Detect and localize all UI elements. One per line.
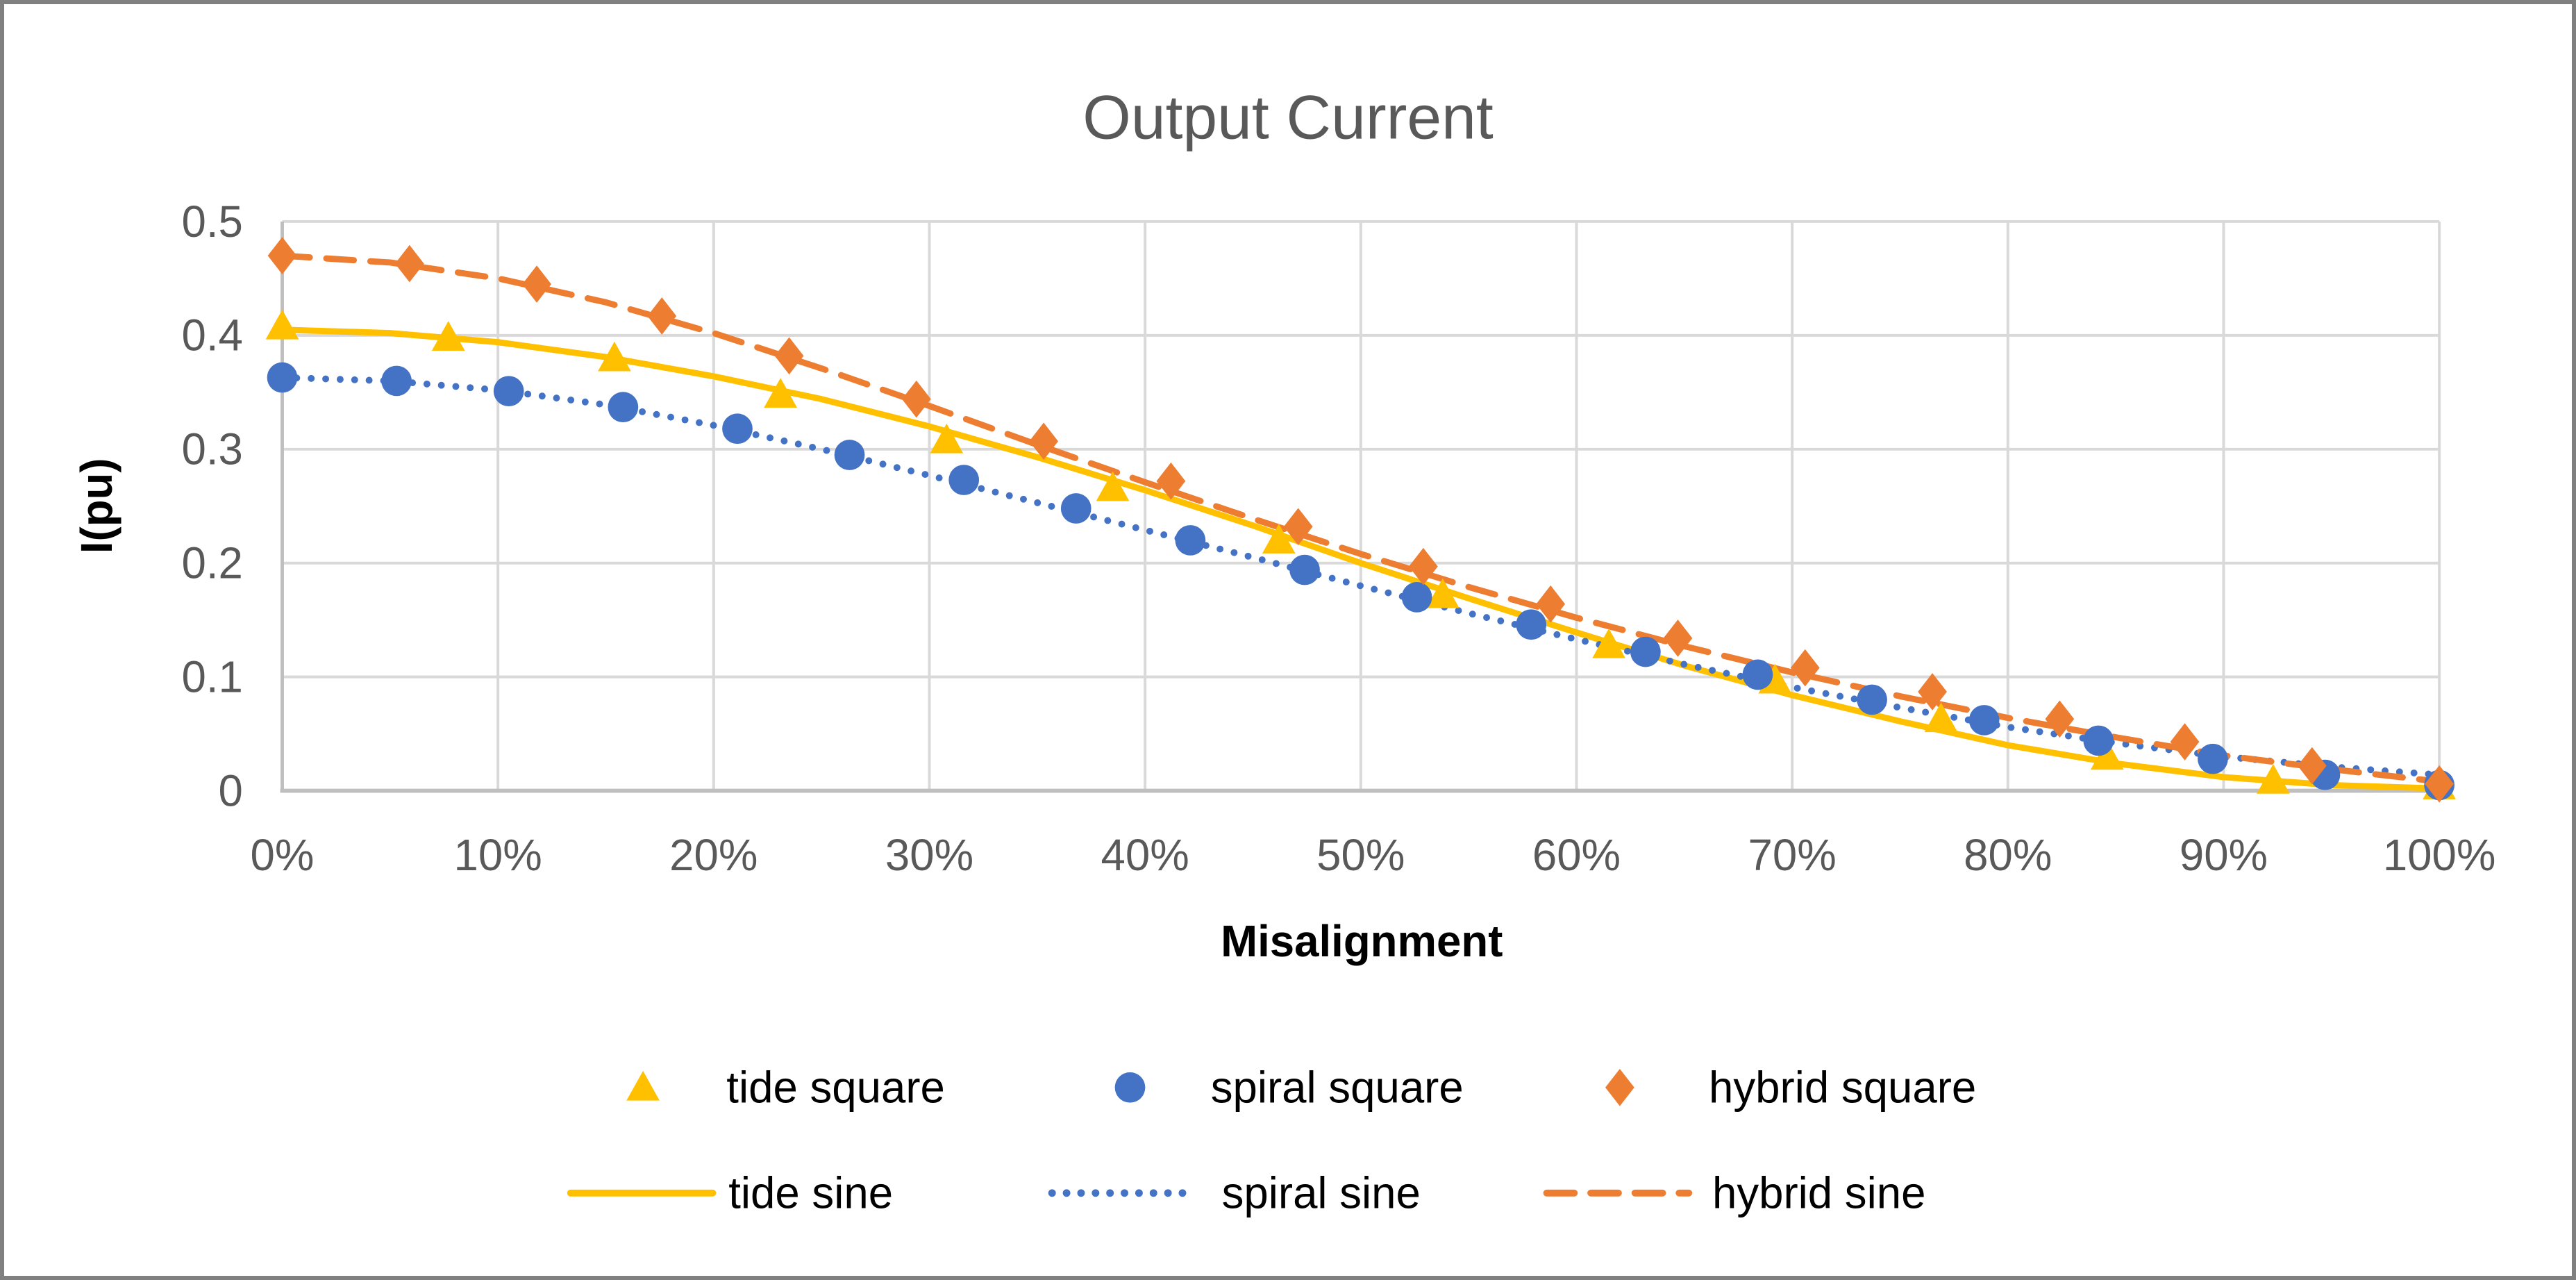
data-point-hybrid-square xyxy=(1536,585,1566,623)
legend-item-hybrid-sine: hybrid sine xyxy=(1543,1169,1925,1218)
data-point-spiral-square xyxy=(608,392,639,423)
data-point-hybrid-square xyxy=(1156,462,1186,500)
data-point-hybrid-square xyxy=(647,297,677,335)
series-line-spiral-sine xyxy=(278,374,2443,779)
data-point-spiral-square xyxy=(1968,705,2000,735)
x-tick-label-30%: 30% xyxy=(885,831,973,880)
legend-label-spiral-square: spiral square xyxy=(1211,1063,1464,1113)
data-point-hybrid-square xyxy=(2045,700,2075,738)
data-point-hybrid-square xyxy=(1790,649,1820,687)
output-current-chart: 0% 10% 20% 30% 40% 50% 60% 70% 80% 90% 100% 0 0.1 0.… xyxy=(72,83,2496,1218)
data-point-spiral-square xyxy=(1401,582,1432,613)
y-tick-label-0.3: 0.3 xyxy=(181,425,242,474)
legend-item-hybrid-square: hybrid square xyxy=(1605,1063,1976,1113)
data-point-spiral-square xyxy=(1289,554,1320,585)
data-point-tide-square xyxy=(2257,763,2290,794)
data-point-spiral-square xyxy=(267,362,298,393)
chart-title: Output Current xyxy=(1082,83,1494,152)
data-point-tide-square xyxy=(930,423,964,454)
data-point-hybrid-square xyxy=(1283,508,1313,546)
data-point-spiral-square xyxy=(381,365,412,397)
x-tick-label-40%: 40% xyxy=(1101,831,1189,880)
data-point-spiral-square xyxy=(1630,636,1661,667)
series-markers-hybrid-square xyxy=(267,237,2454,803)
y-tick-label-0.5: 0.5 xyxy=(181,197,242,247)
x-tick-label-20%: 20% xyxy=(669,831,758,880)
data-point-hybrid-square xyxy=(901,380,931,418)
data-point-hybrid-square xyxy=(522,265,551,303)
data-point-hybrid-square xyxy=(1918,673,1947,710)
legend-label-spiral-sine: spiral sine xyxy=(1222,1169,1421,1218)
data-point-spiral-square xyxy=(2083,725,2114,756)
legend-circle-icon xyxy=(1114,1072,1146,1103)
series-line-tide-sine xyxy=(279,326,2443,792)
data-point-hybrid-square xyxy=(774,337,804,375)
data-point-spiral-square xyxy=(1175,525,1206,556)
data-point-hybrid-square xyxy=(2297,747,2327,785)
y-axis-tick-labels: 0 0.1 0.2 0.3 0.4 0.5 xyxy=(181,197,242,816)
data-point-spiral-square xyxy=(1060,493,1092,524)
data-point-spiral-square xyxy=(1857,684,1887,715)
data-point-hybrid-square xyxy=(1029,422,1059,460)
data-point-spiral-square xyxy=(1742,659,1773,690)
y-axis-title: I(pu) xyxy=(72,458,122,554)
data-point-tide-square xyxy=(1262,524,1296,554)
x-tick-label-10%: 10% xyxy=(454,831,542,880)
y-tick-label-0.1: 0.1 xyxy=(181,653,242,702)
data-point-tide-square xyxy=(1924,702,1958,733)
data-point-tide-square xyxy=(265,309,299,340)
data-point-tide-square xyxy=(1592,628,1625,658)
legend-diamond-icon xyxy=(1605,1068,1634,1106)
data-point-hybrid-square xyxy=(1409,547,1438,585)
y-tick-label-0.2: 0.2 xyxy=(181,539,242,588)
data-point-tide-square xyxy=(598,341,631,372)
plot-series xyxy=(265,237,2456,803)
legend-item-spiral-sine: spiral sine xyxy=(1048,1169,1421,1218)
x-tick-label-60%: 60% xyxy=(1532,831,1621,880)
data-point-spiral-square xyxy=(2198,743,2228,774)
data-point-tide-square xyxy=(1096,471,1130,501)
y-tick-label-0: 0 xyxy=(219,766,243,815)
data-point-hybrid-square xyxy=(2170,723,2200,760)
data-point-tide-square xyxy=(2090,740,2124,770)
legend-item-spiral-square: spiral square xyxy=(1114,1063,1464,1113)
legend-triangle-icon xyxy=(626,1070,660,1101)
legend-label-tide-sine: tide sine xyxy=(728,1169,893,1218)
x-tick-label-90%: 90% xyxy=(2180,831,2268,880)
data-point-hybrid-square xyxy=(1663,620,1693,657)
legend-label-hybrid-square: hybrid square xyxy=(1709,1063,1976,1113)
series-line-hybrid-sine xyxy=(279,252,2443,785)
legend-item-tide-sine: tide sine xyxy=(567,1169,893,1218)
data-point-hybrid-square xyxy=(2425,765,2454,803)
gridlines xyxy=(280,219,2441,793)
x-tick-label-100%: 100% xyxy=(2383,831,2496,880)
x-axis-title: Misalignment xyxy=(1221,917,1503,966)
x-axis-tick-labels: 0% 10% 20% 30% 40% 50% 60% 70% 80% 90% 100% xyxy=(251,831,2496,880)
data-point-spiral-square xyxy=(1516,609,1547,640)
data-point-spiral-square xyxy=(948,465,980,495)
x-tick-label-70%: 70% xyxy=(1748,831,1837,880)
legend-item-tide-square: tide square xyxy=(626,1063,945,1113)
data-point-spiral-square xyxy=(722,413,753,444)
x-tick-label-80%: 80% xyxy=(1964,831,2052,880)
data-point-spiral-square xyxy=(834,440,865,470)
data-point-tide-square xyxy=(764,378,797,408)
legend-label-hybrid-sine: hybrid sine xyxy=(1712,1169,1925,1218)
legend-label-tide-square: tide square xyxy=(726,1063,945,1113)
data-point-tide-square xyxy=(431,321,465,351)
legend: tide square spiral square hybrid square tid… xyxy=(567,1063,1976,1218)
data-point-hybrid-square xyxy=(267,237,297,274)
data-point-hybrid-square xyxy=(394,244,424,283)
series-markers-spiral-square xyxy=(267,362,2454,801)
x-tick-label-0%: 0% xyxy=(251,831,315,880)
data-point-tide-square xyxy=(1426,578,1460,608)
y-tick-label-0.4: 0.4 xyxy=(181,311,242,360)
x-tick-label-50%: 50% xyxy=(1316,831,1405,880)
data-point-spiral-square xyxy=(493,376,524,407)
